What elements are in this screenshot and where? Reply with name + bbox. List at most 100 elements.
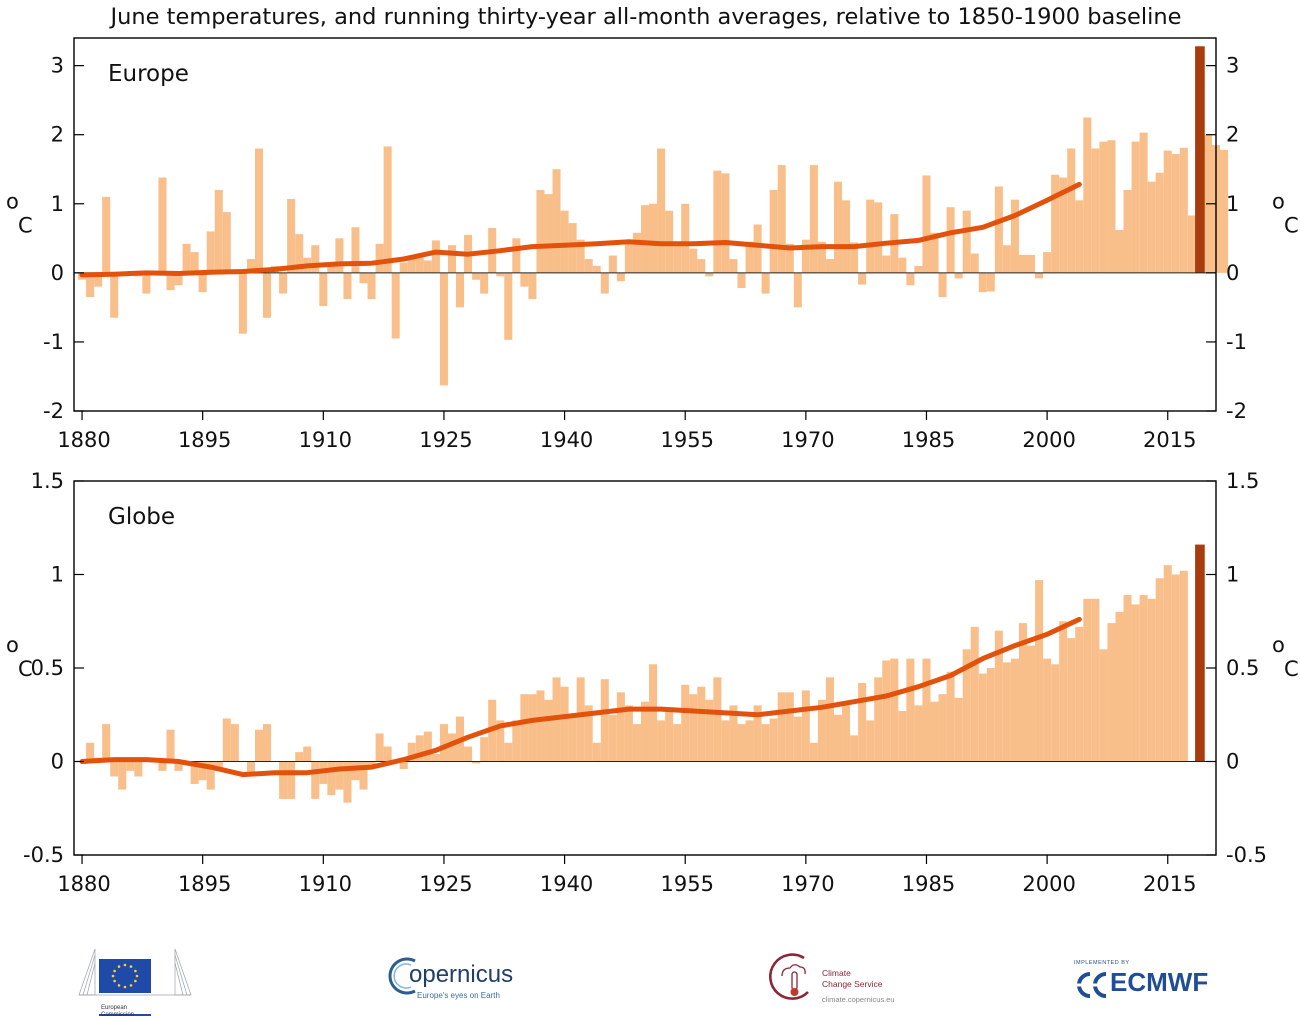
europe-bar-1937 — [536, 189, 545, 273]
europe-bar-1999 — [1035, 272, 1044, 279]
globe-bar-1949 — [632, 724, 641, 762]
europe-bar-1959 — [713, 170, 722, 273]
europe-bar-1892 — [174, 272, 183, 286]
europe-running-mean-line — [79, 181, 1082, 278]
globe-bar-2017 — [1179, 570, 1188, 762]
europe-bar-1956 — [689, 248, 698, 273]
globe-bar-1881 — [86, 742, 95, 762]
globe-bar-1975 — [842, 705, 851, 762]
europe-bar-1993 — [986, 272, 995, 292]
globe-bar-1938 — [544, 699, 553, 762]
globe-bar-1978 — [866, 720, 875, 762]
copernicus-wordmark: opernicus — [409, 961, 514, 988]
globe-bar-1954 — [673, 724, 682, 762]
logo-strip: European Commission opernicus Europe's e… — [0, 925, 1300, 1019]
europe-bar-1903 — [262, 272, 272, 318]
europe-bar-1915 — [359, 272, 368, 284]
globe-bar-1918 — [383, 746, 392, 762]
globe-bar-2002 — [1059, 621, 1068, 762]
europe-bar-1929 — [472, 272, 481, 280]
europe-bar-1924 — [431, 240, 440, 273]
globe-xtick-label: 1910 — [299, 872, 352, 896]
globe-unit-degree-left: o — [6, 633, 19, 657]
europe-bar-1958 — [705, 272, 714, 277]
europe-bar-1894 — [190, 252, 199, 273]
globe-bar-1911 — [327, 761, 336, 796]
chart-title: June temperatures, and running thirty-ye… — [109, 4, 1182, 30]
globe-bar-1963 — [745, 720, 754, 762]
ecmwf-logo: IMPLEMENTED BY ECMWF — [1070, 957, 1230, 1007]
europe-unit-c-right: C — [1284, 214, 1299, 238]
europe-bar-1927 — [456, 272, 465, 308]
globe-bar-1924 — [431, 754, 440, 762]
europe-ytick-label-right: 1 — [1226, 192, 1239, 216]
europe-bar-1998 — [1027, 254, 1036, 273]
europe-bar-1918 — [383, 146, 392, 273]
globe-bar-1894 — [190, 761, 199, 784]
europe-unit-c-left: C — [18, 214, 33, 238]
europe-bar-1978 — [866, 199, 875, 273]
europe-bar-2022 — [1220, 149, 1229, 273]
globe-bar-1995 — [1002, 662, 1011, 762]
globe-bar-1937 — [536, 690, 545, 762]
globe-bar-2015 — [1163, 565, 1172, 762]
europe-bar-1980 — [882, 255, 891, 273]
globe-bar-1972 — [817, 699, 826, 762]
globe-bar-1917 — [375, 733, 384, 762]
globe-bar-2001 — [1051, 664, 1060, 762]
europe-xtick-label: 1985 — [902, 428, 955, 452]
globe-bar-1944 — [592, 742, 601, 762]
europe-bar-1914 — [351, 227, 360, 273]
globe-bar-2009 — [1115, 611, 1124, 762]
copernicus-c-icon — [388, 957, 416, 995]
europe-bar-1987 — [938, 272, 947, 298]
europe-ytick-label-left: 1 — [51, 192, 64, 216]
europe-bar-1893 — [182, 243, 191, 273]
globe-unit-c-right: C — [1284, 657, 1299, 681]
globe-bar-1890 — [158, 761, 167, 771]
europe-bar-1975 — [842, 200, 851, 273]
europe-bar-1882 — [94, 272, 103, 287]
europe-bar-1974 — [833, 181, 843, 273]
globe-xtick-label: 1985 — [902, 872, 955, 896]
globe-bar-1986 — [930, 701, 939, 762]
europe-bar-1901 — [246, 259, 255, 273]
europe-bar-1955 — [681, 203, 690, 273]
europe-bar-1986 — [930, 232, 939, 273]
globe-bar-1979 — [874, 677, 883, 762]
europe-ytick-label-left: -1 — [43, 330, 64, 354]
europe-bar-1917 — [375, 243, 384, 273]
globe-ytick-label-right: -0.5 — [1226, 843, 1267, 867]
europe-xtick-label: 2000 — [1022, 428, 1075, 452]
europe-bar-1919 — [391, 272, 400, 339]
globe-bar-1983 — [906, 658, 915, 762]
globe-bar-1923 — [423, 731, 432, 762]
globe-bar-2005 — [1083, 598, 1092, 762]
europe-bar-1923 — [423, 260, 432, 273]
globe-bar-2014 — [1155, 578, 1164, 762]
europe-bar-1911 — [327, 265, 336, 273]
europe-bar-1940 — [560, 210, 569, 273]
europe-bar-1941 — [568, 223, 577, 273]
globe-bar-1947 — [616, 692, 625, 762]
implemented-by-label: IMPLEMENTED BY — [1074, 960, 1130, 966]
globe-bar-1946 — [608, 714, 617, 762]
globe-bar-1901 — [246, 761, 255, 777]
europe-bar-1883 — [102, 196, 111, 273]
globe-bar-1886 — [126, 761, 135, 771]
globe-bar-1959 — [713, 677, 722, 762]
chart-figure: June temperatures, and running thirty-ye… — [6, 4, 1299, 896]
globe-bar-1966 — [769, 718, 778, 762]
europe-unit-degree-right: o — [1272, 190, 1285, 214]
globe-bar-1994 — [994, 630, 1003, 762]
globe-ytick-label-left: 1 — [51, 563, 64, 587]
europe-bar-2008 — [1107, 140, 1116, 273]
europe-bar-1935 — [520, 272, 529, 287]
europe-bar-1957 — [697, 259, 706, 273]
globe-bar-1964 — [753, 705, 762, 762]
europe-bar-1972 — [817, 241, 826, 273]
globe-bar-1921 — [407, 742, 416, 762]
globe-bar-1903 — [262, 724, 272, 762]
c3s-line2: Change Service — [822, 979, 883, 989]
europe-bar-2001 — [1051, 174, 1060, 273]
